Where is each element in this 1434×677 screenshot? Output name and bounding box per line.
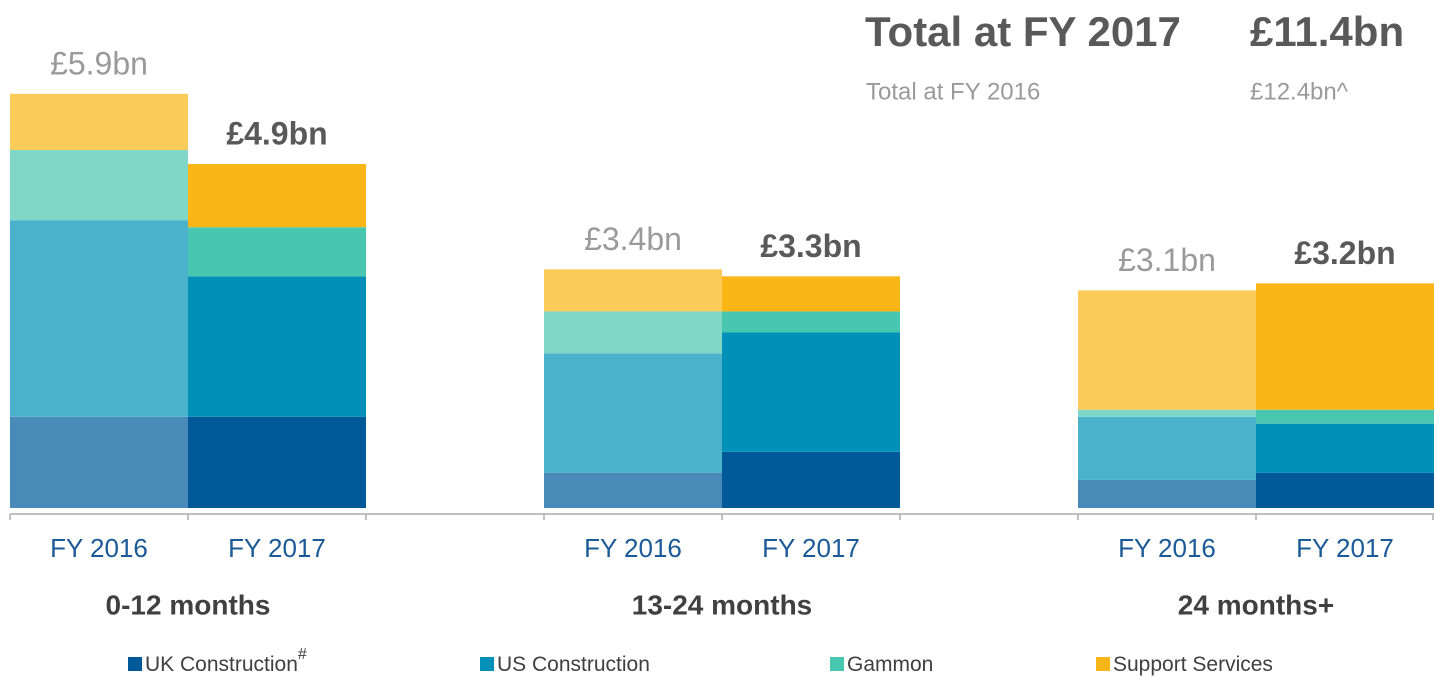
total-label: £5.9bn [50,45,148,81]
legend-swatch [830,657,844,671]
x-tick-label: FY 2017 [762,533,860,563]
bar-segment [544,472,722,508]
bar-segment [10,149,188,221]
legend-swatch [128,657,142,671]
bar-segment [188,227,366,277]
bar-segment [188,276,366,417]
legend-label: Support Services [1113,653,1273,676]
bar-segment [1256,472,1434,508]
legend-swatch [480,657,494,671]
bar-segment [722,451,900,508]
bar-segment [722,311,900,333]
bar-segment [188,164,366,228]
x-tick-label: FY 2016 [1118,533,1216,563]
total-label: £3.3bn [760,228,861,264]
total-label: £3.2bn [1294,235,1395,271]
subtitle-value: £12.4bn^ [1250,78,1349,105]
bar-segment [544,269,722,312]
legend-name: UK Construction [145,653,298,676]
legend-name: US Construction [497,653,650,676]
x-tick-label: FY 2017 [1296,533,1394,563]
bar-segment [1078,479,1256,508]
group-label: 13-24 months [632,589,813,620]
bar-segment [188,416,366,508]
total-label: £3.1bn [1118,242,1216,278]
group-label: 24 months+ [1178,589,1334,620]
bar-segment [10,220,188,417]
bar-segment [722,332,900,452]
legend-label: Gammon [847,653,933,676]
x-tick-label: FY 2017 [228,533,326,563]
legend-label: US Construction [497,653,650,676]
total-label: £3.4bn [584,221,682,257]
total-label: £4.9bn [226,115,327,151]
x-tick-label: FY 2016 [584,533,682,563]
legend-name: Gammon [847,653,933,676]
bar-segment [1078,290,1256,410]
bar-segment [722,276,900,312]
bar-segment [1256,409,1434,424]
bar-segment [10,416,188,508]
bar-segment [544,311,722,354]
title: Total at FY 2017 [865,8,1181,55]
bar-segment [1078,416,1256,480]
bar-segment [10,93,188,150]
legend-name: Support Services [1113,653,1273,676]
bar-segment [544,353,722,473]
legend-swatch [1096,657,1110,671]
legend-label: UK Construction# [145,646,307,675]
bar-segment [1256,283,1434,410]
bar-segment [1078,409,1256,417]
bar-segment [1256,423,1434,473]
subtitle: Total at FY 2016 [866,78,1040,105]
group-label: 0-12 months [106,589,271,620]
title-value: £11.4bn [1250,8,1404,55]
legend-note: # [298,646,307,663]
x-tick-label: FY 2016 [50,533,148,563]
